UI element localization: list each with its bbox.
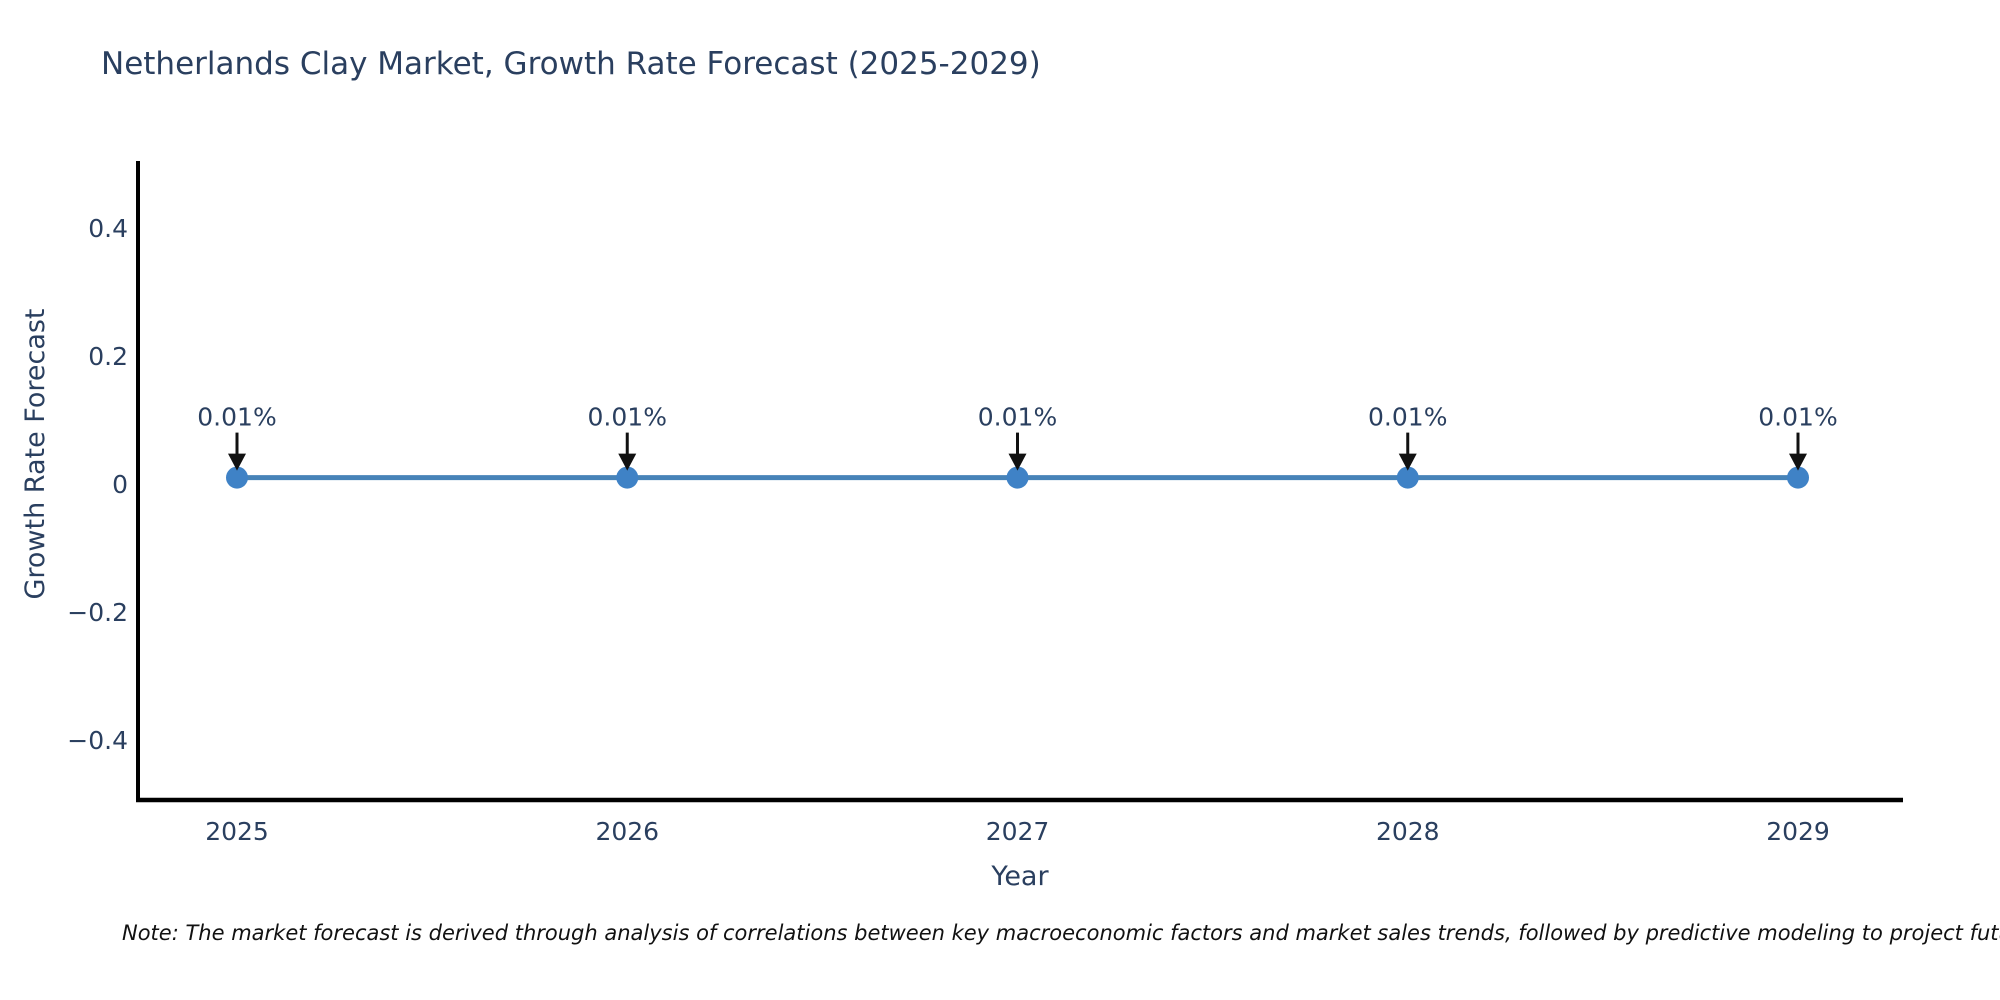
line-series-layer — [226, 466, 1809, 489]
axes-layer — [136, 161, 1903, 803]
point-value-label: 0.01% — [978, 403, 1057, 432]
x-tick-label: 2028 — [1376, 817, 1440, 846]
point-value-label: 0.01% — [1368, 403, 1447, 432]
y-tick-label: 0.2 — [88, 342, 128, 371]
data-point-marker — [1006, 466, 1029, 489]
x-tick-label: 2025 — [205, 817, 269, 846]
y-tick-label: 0 — [112, 470, 128, 499]
annotation-layer: 0.01% 0.01% 0.01% 0.01% 0.01% — [197, 403, 1838, 471]
annotation-arrow-head — [1008, 453, 1027, 471]
point-value-label: 0.01% — [1758, 403, 1837, 432]
x-axis-title: Year — [991, 861, 1049, 892]
x-tick-label: 2027 — [986, 817, 1050, 846]
annotation-arrow-head — [1789, 453, 1807, 471]
annotation-arrow-head — [1398, 453, 1417, 471]
annotation-arrow-head — [228, 453, 246, 471]
point-value-label: 0.01% — [197, 403, 276, 432]
point-value-label: 0.01% — [588, 403, 667, 432]
y-tick-label: 0.4 — [88, 214, 128, 243]
y-tick-label: −0.4 — [67, 726, 128, 755]
tick-label-layer: 0.4 0.2 0 −0.2 −0.4 2025 2026 2027 2028 2029 — [67, 214, 1830, 846]
x-tick-label: 2029 — [1766, 817, 1830, 846]
x-tick-label: 2026 — [595, 817, 659, 846]
data-point-marker — [226, 466, 248, 489]
y-tick-label: −0.2 — [67, 598, 128, 627]
footnote: Note: The market forecast is derived thr… — [122, 921, 2000, 945]
data-point-marker — [616, 466, 639, 489]
chart-title: Netherlands Clay Market, Growth Rate For… — [101, 46, 1041, 82]
data-point-marker — [1396, 466, 1419, 489]
annotation-arrow-head — [618, 453, 637, 471]
data-point-marker — [1787, 466, 1809, 489]
